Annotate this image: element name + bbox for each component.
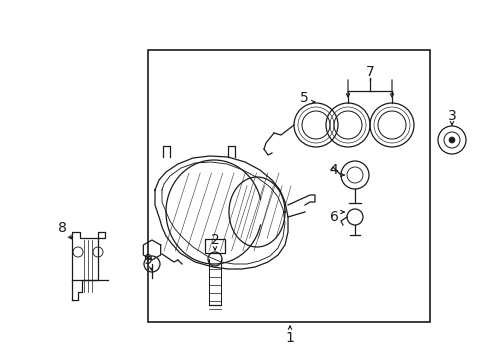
Text: 5: 5 <box>299 91 308 105</box>
Bar <box>204 239 224 253</box>
Text: 2: 2 <box>210 233 219 247</box>
Text: 6: 6 <box>329 210 338 224</box>
Text: 9: 9 <box>143 253 152 267</box>
Text: 3: 3 <box>447 109 455 123</box>
Bar <box>148 50 429 322</box>
Text: 7: 7 <box>365 65 374 79</box>
Text: 1: 1 <box>285 331 294 345</box>
Circle shape <box>448 137 454 143</box>
Text: 8: 8 <box>58 221 66 235</box>
Text: 4: 4 <box>329 163 338 177</box>
